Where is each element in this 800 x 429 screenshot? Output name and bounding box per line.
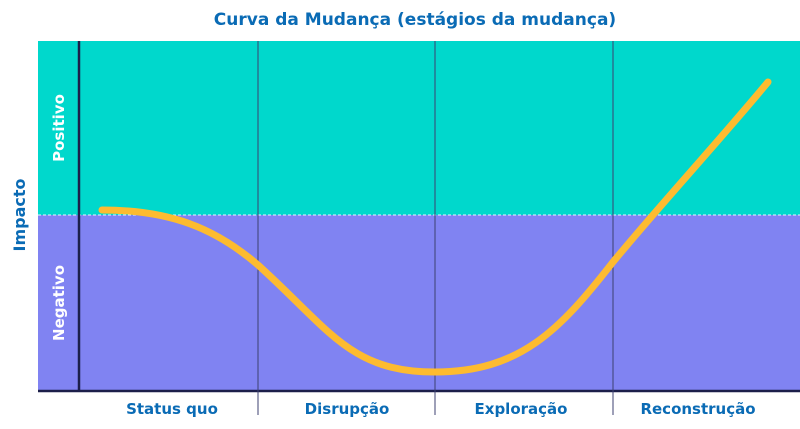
negative-label: Negativo [50,265,68,341]
stage-label-exploracao: Exploração [475,400,568,418]
change-curve [98,78,772,376]
stage-label-disrupcao: Disrupção [305,400,390,418]
diagram-title: Curva da Mudança (estágios da mudança) [214,10,616,30]
stage-label-reconstrucao: Reconstrução [640,400,755,418]
y-axis-label: Impacto [10,178,29,251]
positive-label: Positivo [50,94,68,162]
positive-zone [38,41,800,215]
negative-zone [38,215,800,390]
stage-label-status-quo: Status quo [126,400,218,418]
